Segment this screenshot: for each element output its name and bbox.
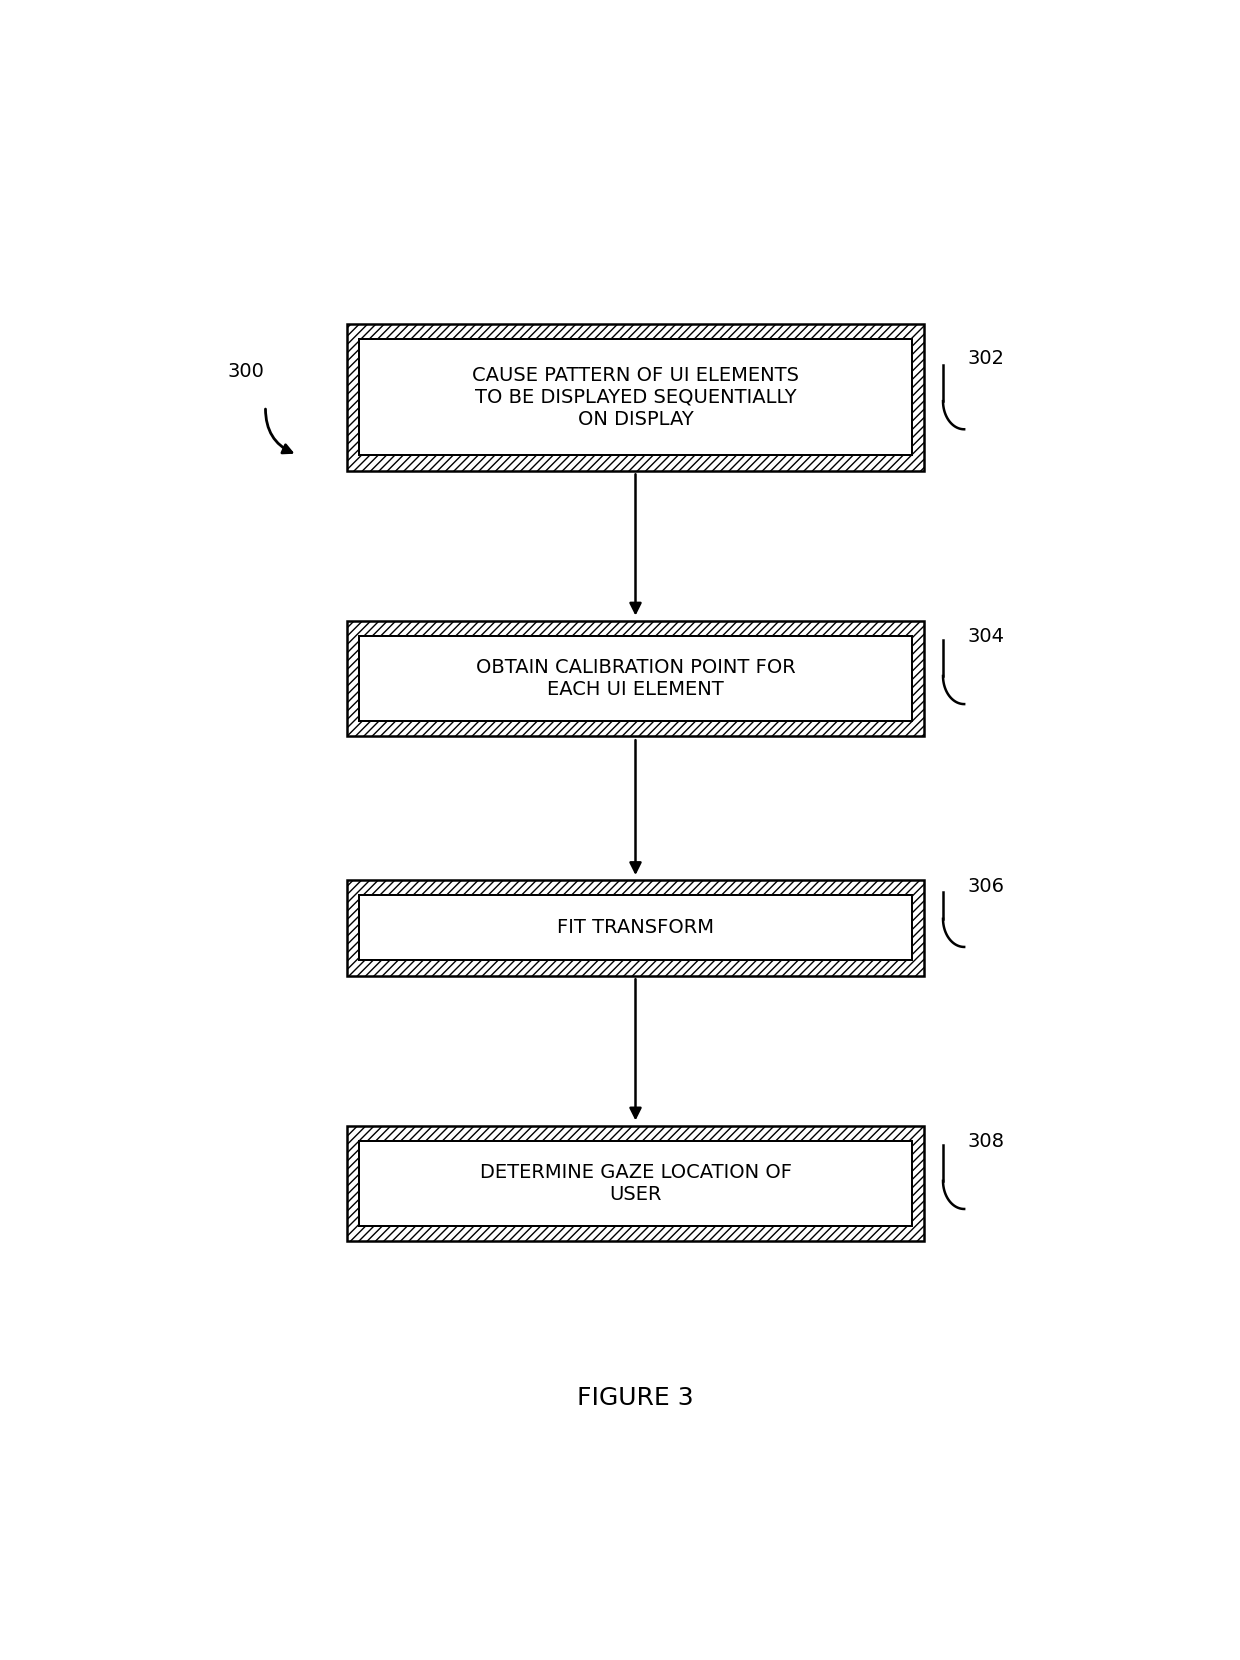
Text: DETERMINE GAZE LOCATION OF
USER: DETERMINE GAZE LOCATION OF USER [480, 1164, 791, 1204]
Bar [358, 339, 913, 455]
Bar [358, 636, 913, 720]
Bar [358, 895, 913, 961]
Text: 306: 306 [967, 878, 1004, 896]
Bar [347, 880, 924, 976]
Text: FIGURE 3: FIGURE 3 [577, 1386, 694, 1409]
Bar [358, 339, 913, 455]
Text: 300: 300 [227, 362, 264, 382]
Text: CAUSE PATTERN OF UI ELEMENTS
TO BE DISPLAYED SEQUENTIALLY
ON DISPLAY: CAUSE PATTERN OF UI ELEMENTS TO BE DISPL… [472, 365, 799, 428]
Bar [347, 621, 924, 735]
Text: 308: 308 [967, 1132, 1004, 1150]
Text: 302: 302 [967, 350, 1004, 369]
Text: FIT TRANSFORM: FIT TRANSFORM [557, 918, 714, 938]
Bar [358, 636, 913, 720]
Bar [358, 1140, 913, 1225]
Text: OBTAIN CALIBRATION POINT FOR
EACH UI ELEMENT: OBTAIN CALIBRATION POINT FOR EACH UI ELE… [476, 657, 795, 699]
Bar [347, 324, 924, 471]
Text: 304: 304 [967, 627, 1004, 646]
Bar [358, 1140, 913, 1225]
Bar [358, 895, 913, 961]
Bar [347, 1125, 924, 1242]
